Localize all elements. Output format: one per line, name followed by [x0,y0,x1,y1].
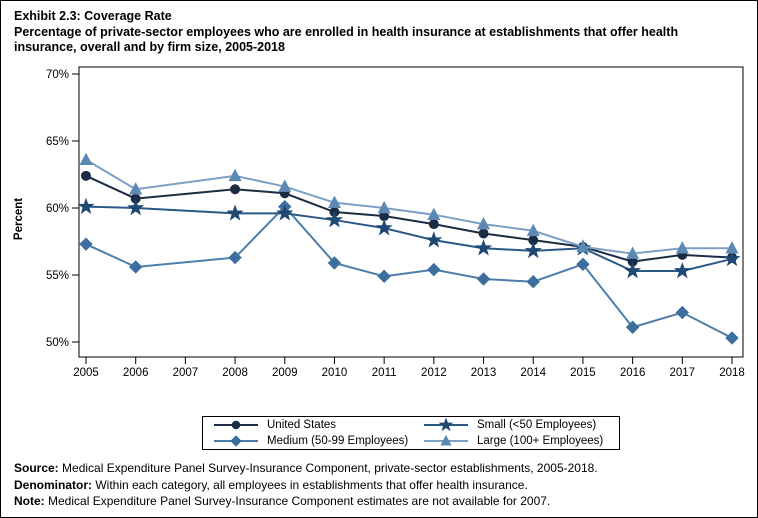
y-axis-title: Percent [13,198,25,240]
coverage-rate-line-chart: 50% 55% 60% 65% 70% 2005 2006 2007 2008 2009 2010 2… [13,66,745,379]
footnote-note-text: Medical Expenditure Panel Survey-Insuran… [44,494,551,508]
star-marker-icon [424,418,468,432]
x-tick-label: 2017 [670,367,696,379]
x-tick-label: 2007 [173,367,199,379]
footnote-source-text: Medical Expenditure Panel Survey-Insuran… [58,461,598,475]
exhibit-title: Exhibit 2.3: Coverage Rate [14,9,172,23]
diamond-marker-icon [214,435,258,447]
y-tick-label: 55% [46,270,69,282]
x-tick-label: 2006 [123,367,149,379]
legend-item-medium-50-99-employees: Medium (50-99 Employees) [203,433,413,449]
y-tick-label: 65% [46,136,69,148]
x-tick-label: 2015 [570,367,596,379]
legend-label-united-states: United States [267,419,337,431]
y-tick-label: 50% [46,337,69,349]
exhibit-header: Exhibit 2.3: Coverage Rate Percentage of… [14,9,678,56]
y-tick-label: 60% [46,203,69,215]
series-medium-50-99-employees [79,199,739,345]
footnote-source: Source: Medical Expenditure Panel Survey… [14,460,598,477]
x-tick-label: 2005 [73,367,99,379]
x-tick-label: 2008 [222,367,248,379]
series-large-100-employees [79,152,739,259]
x-tick-label: 2018 [719,367,745,379]
footnote-denominator: Denominator: Within each category, all e… [14,477,598,494]
triangle-marker-icon [424,434,468,446]
footnote-source-label: Source: [14,461,59,475]
x-tick-label: 2009 [272,367,298,379]
x-tick-label: 2010 [322,367,348,379]
x-tick-label: 2016 [620,367,646,379]
footnote-note-label: Note: [14,494,45,508]
footnote-note: Note: Medical Expenditure Panel Survey-I… [14,493,598,510]
x-tick-label: 2013 [471,367,497,379]
legend-label-small-50-employees: Small (<50 Employees) [477,419,597,431]
legend-item-united-states: United States [203,417,413,433]
chart-legend: United States Small (<50 Employees) Medium… [202,416,620,450]
exhibit-subtitle-line2: insurance, overall and by firm size, 200… [14,40,285,54]
circle-marker-icon [214,420,258,430]
legend-item-large-100-employees: Large (100+ Employees) [413,433,619,449]
exhibit-subtitle-line1: Percentage of private-sector employees w… [14,24,679,39]
legend-label-large-100-employees: Large (100+ Employees) [477,435,604,447]
legend-label-medium-50-99-employees: Medium (50-99 Employees) [267,435,409,447]
footnote-denominator-label: Denominator: [14,477,92,492]
plot-frame [78,66,744,358]
legend-item-small-50-employees: Small (<50 Employees) [413,417,619,433]
x-tick-label: 2011 [372,367,397,379]
footnotes: Source: Medical Expenditure Panel Survey… [14,460,598,510]
series-united-states [81,170,737,267]
x-tick-label: 2014 [520,367,546,379]
x-tick-label: 2012 [421,367,447,379]
y-tick-label: 70% [46,69,69,81]
footnote-denominator-text: Within each category, all employees in e… [92,477,528,492]
